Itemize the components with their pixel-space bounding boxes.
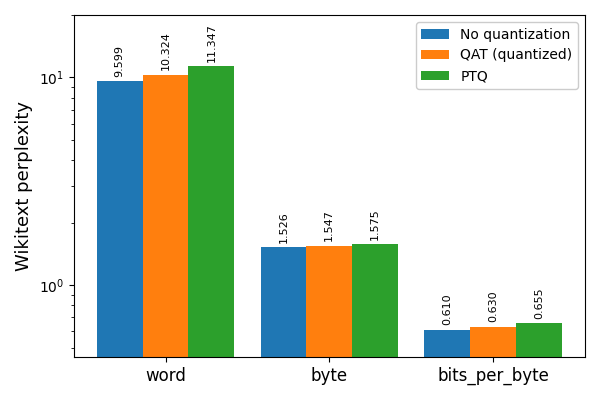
Text: 11.347: 11.347 bbox=[206, 23, 217, 62]
Legend: No quantization, QAT (quantized), PTQ: No quantization, QAT (quantized), PTQ bbox=[416, 22, 578, 89]
Bar bbox=[516, 323, 562, 400]
Text: 1.526: 1.526 bbox=[278, 211, 289, 242]
Bar bbox=[143, 75, 188, 400]
Bar bbox=[424, 330, 470, 400]
Y-axis label: Wikitext perplexity: Wikitext perplexity bbox=[15, 101, 33, 271]
Bar bbox=[188, 66, 235, 400]
Text: 1.547: 1.547 bbox=[324, 210, 334, 241]
Bar bbox=[352, 244, 398, 400]
Text: 0.655: 0.655 bbox=[534, 287, 544, 319]
Text: 10.324: 10.324 bbox=[161, 31, 170, 70]
Bar bbox=[97, 81, 143, 400]
Text: 1.575: 1.575 bbox=[370, 208, 380, 240]
Bar bbox=[260, 247, 307, 400]
Text: 0.610: 0.610 bbox=[442, 294, 452, 325]
Bar bbox=[470, 327, 516, 400]
Bar bbox=[307, 246, 352, 400]
Text: 0.630: 0.630 bbox=[488, 291, 498, 322]
Text: 9.599: 9.599 bbox=[115, 45, 125, 77]
